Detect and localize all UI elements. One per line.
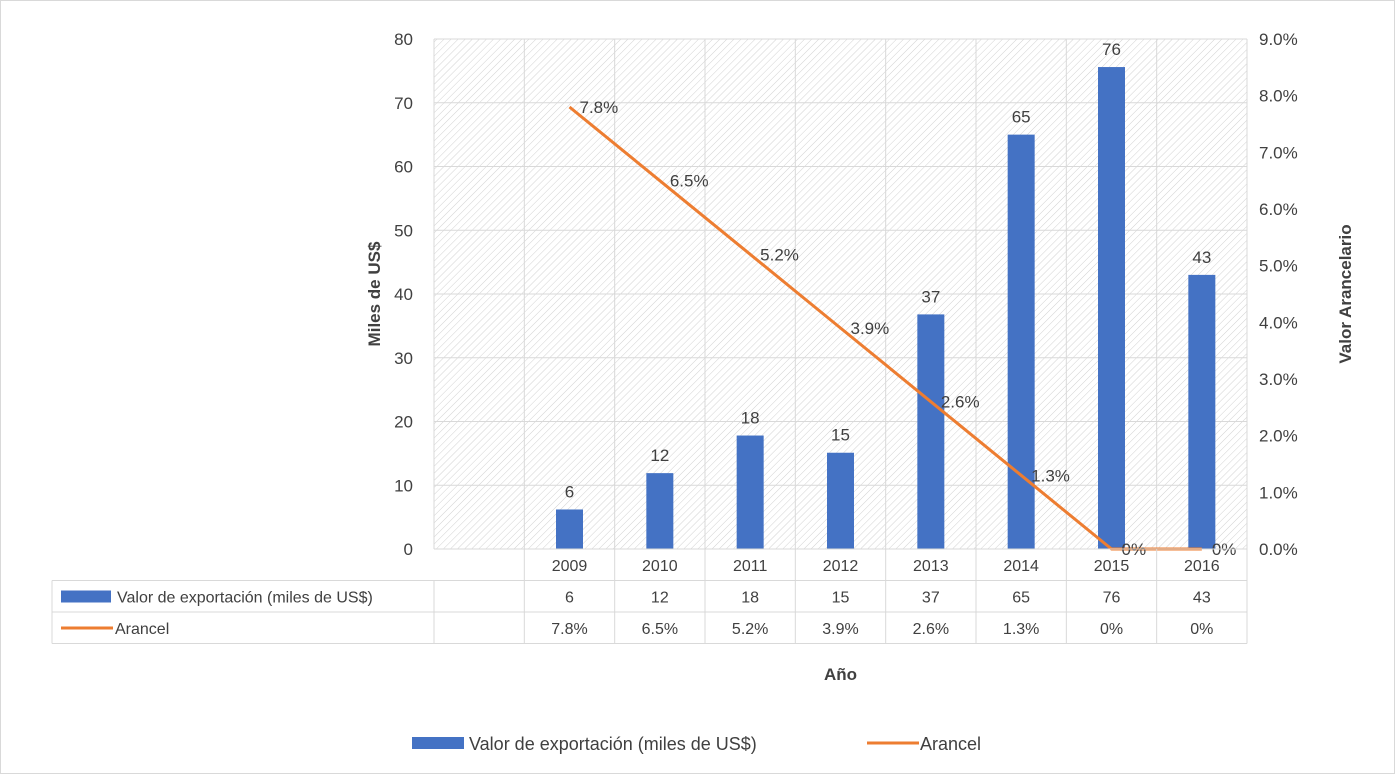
table-cell: 6.5% bbox=[642, 621, 678, 638]
bar-data-label: 18 bbox=[741, 409, 760, 428]
table-cell: 37 bbox=[922, 590, 940, 607]
table-cell: 12 bbox=[651, 590, 669, 607]
bar-2013 bbox=[917, 314, 945, 549]
bar-data-label: 15 bbox=[831, 426, 850, 445]
bar-data-label: 65 bbox=[1012, 108, 1031, 127]
left-axis-tick-label: 10 bbox=[394, 476, 413, 495]
line-series-arancel bbox=[568, 105, 1202, 551]
left-axis-title: Miles de US$ bbox=[365, 241, 384, 346]
x-axis-tick-label: 2014 bbox=[1003, 558, 1039, 575]
bar-2011 bbox=[736, 435, 764, 549]
table-cell: 0% bbox=[1190, 621, 1213, 638]
table-key-bar bbox=[61, 590, 111, 603]
x-axis-tick-label: 2011 bbox=[733, 558, 768, 575]
line-data-label: 5.2% bbox=[760, 245, 799, 264]
right-axis-tick-label: 5.0% bbox=[1259, 257, 1298, 276]
table-cell: 5.2% bbox=[732, 621, 768, 638]
bar-2010 bbox=[646, 473, 674, 549]
line-data-label: 2.6% bbox=[941, 393, 980, 412]
x-axis-title: Año bbox=[824, 665, 857, 684]
table-cell: 0% bbox=[1100, 621, 1123, 638]
table-cell: 1.3% bbox=[1003, 621, 1039, 638]
right-axis-tick-label: 3.0% bbox=[1259, 370, 1298, 389]
left-axis-tick-label: 30 bbox=[394, 349, 413, 368]
right-axis-tick-label: 4.0% bbox=[1259, 313, 1298, 332]
legend-label-arancel: Arancel bbox=[920, 734, 981, 754]
bar-2009 bbox=[556, 509, 583, 549]
bar-data-label: 12 bbox=[650, 446, 669, 465]
right-axis-tick-label: 8.0% bbox=[1259, 87, 1298, 106]
table-cell: 43 bbox=[1193, 590, 1211, 607]
legend-key-bar bbox=[412, 737, 464, 749]
x-axis-tick-label: 2012 bbox=[823, 558, 859, 575]
left-axis-tick-label: 50 bbox=[394, 221, 413, 240]
left-axis-tick-label: 20 bbox=[394, 413, 413, 432]
left-axis-tick-label: 70 bbox=[394, 94, 413, 113]
right-axis-tick-label: 0.0% bbox=[1259, 540, 1298, 559]
table-cell: 15 bbox=[832, 590, 850, 607]
bar-data-label: 43 bbox=[1192, 248, 1211, 267]
table-cell: 76 bbox=[1103, 590, 1121, 607]
legend-label-exportacion: Valor de exportación (miles de US$) bbox=[469, 734, 757, 754]
x-axis-tick-label: 2009 bbox=[552, 558, 588, 575]
line-data-label: 7.8% bbox=[580, 98, 619, 117]
table-cell: 65 bbox=[1012, 590, 1030, 607]
x-axis-tick-label: 2010 bbox=[642, 558, 678, 575]
bar-data-label: 6 bbox=[565, 482, 574, 501]
right-axis-tick-label: 7.0% bbox=[1259, 143, 1298, 162]
right-axis-tick-label: 6.0% bbox=[1259, 200, 1298, 219]
left-axis-tick-label: 60 bbox=[394, 158, 413, 177]
bar-data-label: 76 bbox=[1102, 40, 1121, 59]
bar-data-label: 37 bbox=[921, 287, 940, 306]
right-axis-tick-label: 2.0% bbox=[1259, 427, 1298, 446]
bar-2015 bbox=[1098, 67, 1125, 550]
table-cell: 7.8% bbox=[551, 621, 587, 638]
bar-2014 bbox=[1007, 134, 1035, 549]
table-cell: 6 bbox=[565, 590, 574, 607]
table-cell: 2.6% bbox=[913, 621, 949, 638]
right-axis-title: Valor Arancelario bbox=[1336, 224, 1355, 363]
bar-2012 bbox=[827, 452, 854, 549]
x-axis-tick-label: 2016 bbox=[1184, 558, 1220, 575]
table-cell: 18 bbox=[741, 590, 759, 607]
left-axis-tick-label: 40 bbox=[394, 285, 413, 304]
table-cell: 3.9% bbox=[822, 621, 858, 638]
table-row-header: Arancel bbox=[115, 621, 169, 638]
right-axis-tick-label: 9.0% bbox=[1259, 30, 1298, 49]
left-axis-tick-label: 0 bbox=[404, 540, 413, 559]
left-axis-tick-label: 80 bbox=[394, 30, 413, 49]
line-data-label: 1.3% bbox=[1031, 466, 1070, 485]
x-axis-tick-label: 2013 bbox=[913, 558, 949, 575]
table-row-header: Valor de exportación (miles de US$) bbox=[117, 590, 373, 607]
line-data-label: 3.9% bbox=[851, 319, 890, 338]
right-axis-tick-label: 1.0% bbox=[1259, 483, 1298, 502]
x-axis-tick-label: 2015 bbox=[1094, 558, 1130, 575]
bar-2016 bbox=[1188, 274, 1216, 549]
line-data-label: 6.5% bbox=[670, 172, 709, 191]
